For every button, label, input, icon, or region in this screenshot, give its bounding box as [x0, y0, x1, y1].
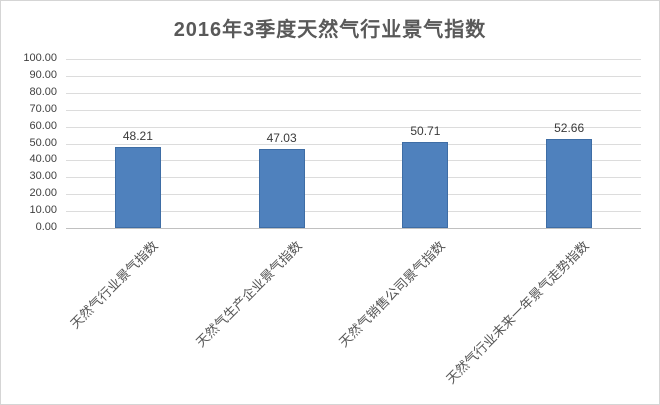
y-axis-tick-label: 70.00: [29, 102, 57, 115]
gridline: [66, 177, 641, 179]
gridline: [66, 109, 641, 111]
y-axis-tick-label: 40.00: [29, 153, 57, 166]
gridline: [66, 59, 641, 60]
y-axis-tick-label: 30.00: [29, 170, 57, 183]
gridline: [66, 143, 641, 145]
gridline: [66, 92, 641, 94]
y-axis-tick-label: 80.00: [29, 85, 57, 98]
y-axis-tick-label: 60.00: [29, 119, 57, 132]
y-axis-tick-label: 100.00: [23, 52, 57, 64]
bar: [402, 142, 449, 228]
x-axis-line: [66, 228, 641, 229]
bar: [114, 146, 161, 228]
gridline: [66, 126, 641, 128]
gridline: [66, 160, 641, 162]
bar-value-label: 47.03: [266, 130, 297, 145]
gridline: [66, 211, 641, 213]
y-axis-tick-label: 10.00: [29, 204, 57, 217]
gridline: [66, 194, 641, 196]
bar: [258, 148, 305, 228]
x-axis-category-label: 天然气行业景气指数: [67, 238, 161, 332]
gridline: [66, 75, 641, 77]
bar: [546, 139, 593, 228]
y-axis-tick-label: 90.00: [29, 68, 57, 81]
bar-value-label: 52.66: [554, 121, 585, 135]
y-axis-tick-label: 20.00: [29, 187, 57, 200]
bar-value-label: 48.21: [122, 128, 153, 143]
y-axis-tick-label: 50.00: [29, 136, 57, 149]
bar-value-label: 50.71: [410, 124, 441, 139]
chart-title: 2016年3季度天然气行业景气指数: [173, 19, 487, 41]
y-axis-tick-label: 0.00: [35, 221, 57, 233]
